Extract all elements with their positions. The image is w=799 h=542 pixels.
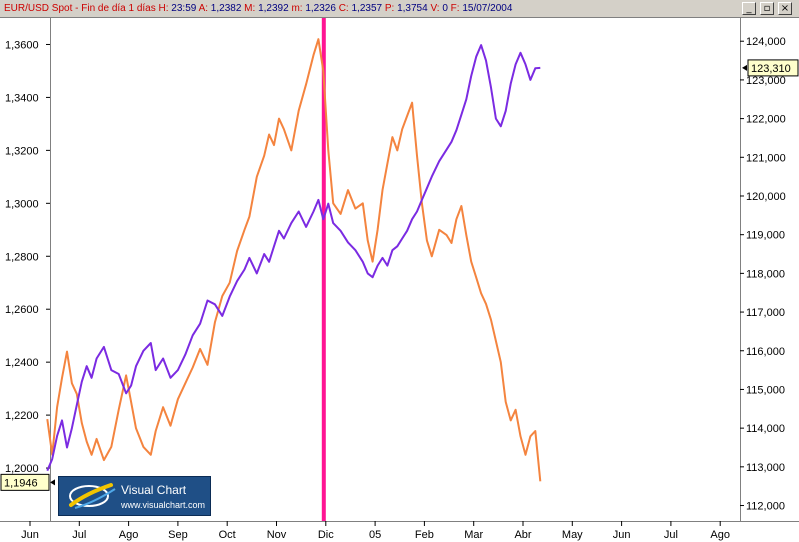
right-current-box <box>747 59 799 77</box>
right-tick-label-6: 118,000 <box>746 268 785 280</box>
x-tick-label-5: Nov <box>267 529 287 541</box>
header-key-7: V: <box>430 3 440 14</box>
right-tick-label-0: 112,000 <box>746 501 785 513</box>
plot-area <box>50 18 740 521</box>
right-tick-label-9: 121,000 <box>746 152 786 164</box>
left-current-arrow <box>50 479 55 486</box>
right-current-label: 123,310 <box>751 63 791 75</box>
left-current-label: 1,1946 <box>4 477 38 489</box>
header-key-8: F: <box>450 3 460 14</box>
logo-url: www.visualchart.com <box>121 500 206 510</box>
logo-title: Visual Chart <box>121 483 187 497</box>
x-tick-label-1: Jul <box>72 529 86 541</box>
left-tick-label-6: 1,3200 <box>5 145 39 157</box>
left-tick-label-8: 1,3600 <box>5 39 39 51</box>
x-tick-label-8: Feb <box>415 529 434 541</box>
restore-button[interactable]: ▫ <box>760 2 774 15</box>
left-tick-label-0: 1,2000 <box>5 463 39 475</box>
x-tick-label-14: Ago <box>710 529 730 541</box>
header-key-3: M: <box>244 3 256 14</box>
x-tick-label-2: Ago <box>119 529 139 541</box>
right-tick-label-3: 115,000 <box>746 384 785 396</box>
series-line-0 <box>46 38 542 482</box>
x-tick-label-4: Oct <box>219 529 236 541</box>
right-tick-label-1: 113,000 <box>746 462 785 474</box>
right-tick-label-10: 122,000 <box>746 114 786 126</box>
right-tick-label-2: 114,000 <box>746 423 785 435</box>
right-tick-label-4: 116,000 <box>746 346 785 358</box>
x-tick-label-0: Jun <box>21 529 39 541</box>
header-value-8: 15/07/2004 <box>462 3 513 14</box>
left-tick-label-2: 1,2400 <box>5 357 39 369</box>
x-tick-label-10: Abr <box>514 529 531 541</box>
left-tick-label-7: 1,3400 <box>5 92 39 104</box>
header-value-7: 0 <box>442 3 448 14</box>
left-tick-label-4: 1,2800 <box>5 251 39 263</box>
right-tick-label-5: 117,000 <box>746 307 785 319</box>
left-tick-label-1: 1,2200 <box>5 410 39 422</box>
x-tick-label-3: Sep <box>168 529 188 541</box>
header-key-0: EUR/USD Spot - Fin de día 1 días <box>4 3 156 14</box>
header-value-2: 1,2382 <box>210 3 242 14</box>
header-key-4: m: <box>291 3 303 14</box>
right-tick-label-12: 124,000 <box>746 36 786 48</box>
header-value-6: 1,3754 <box>397 3 428 14</box>
right-current-arrow <box>742 64 747 71</box>
minimize-button[interactable]: _ <box>742 2 756 15</box>
swoosh-icon <box>69 483 116 509</box>
visualchart-logo[interactable]: Visual Chart www.visualchart.com <box>58 476 211 516</box>
left-tick-label-5: 1,3000 <box>5 198 39 210</box>
left-current-box <box>0 473 50 491</box>
left-tick-label-3: 1,2600 <box>5 304 39 316</box>
quote-info: EUR/USD Spot - Fin de día 1 días H: 23:5… <box>4 3 512 14</box>
series-line-1 <box>46 44 541 472</box>
right-tick-label-8: 120,000 <box>746 191 786 203</box>
header-key-1: H: <box>158 3 169 14</box>
header-value-5: 1,2357 <box>351 3 383 14</box>
right-tick-label-11: 123,000 <box>746 75 786 87</box>
header-value-3: 1,2392 <box>258 3 289 14</box>
header-key-2: A: <box>198 3 209 14</box>
header-key-6: P: <box>384 3 395 14</box>
right-tick-label-7: 119,000 <box>746 230 785 242</box>
x-tick-label-6: Dic <box>318 529 334 541</box>
x-tick-label-7: 05 <box>369 529 381 541</box>
title-bar: EUR/USD Spot - Fin de día 1 días H: 23:5… <box>0 0 799 18</box>
x-tick-label-13: Jul <box>664 529 678 541</box>
header-value-1: 23:59 <box>171 3 197 14</box>
header-key-5: C: <box>338 3 349 14</box>
x-tick-label-11: May <box>562 529 583 541</box>
x-tick-label-12: Jun <box>613 529 631 541</box>
header-value-4: 1,2326 <box>305 3 336 14</box>
close-button[interactable]: × <box>778 2 792 15</box>
x-tick-label-9: Mar <box>464 529 483 541</box>
